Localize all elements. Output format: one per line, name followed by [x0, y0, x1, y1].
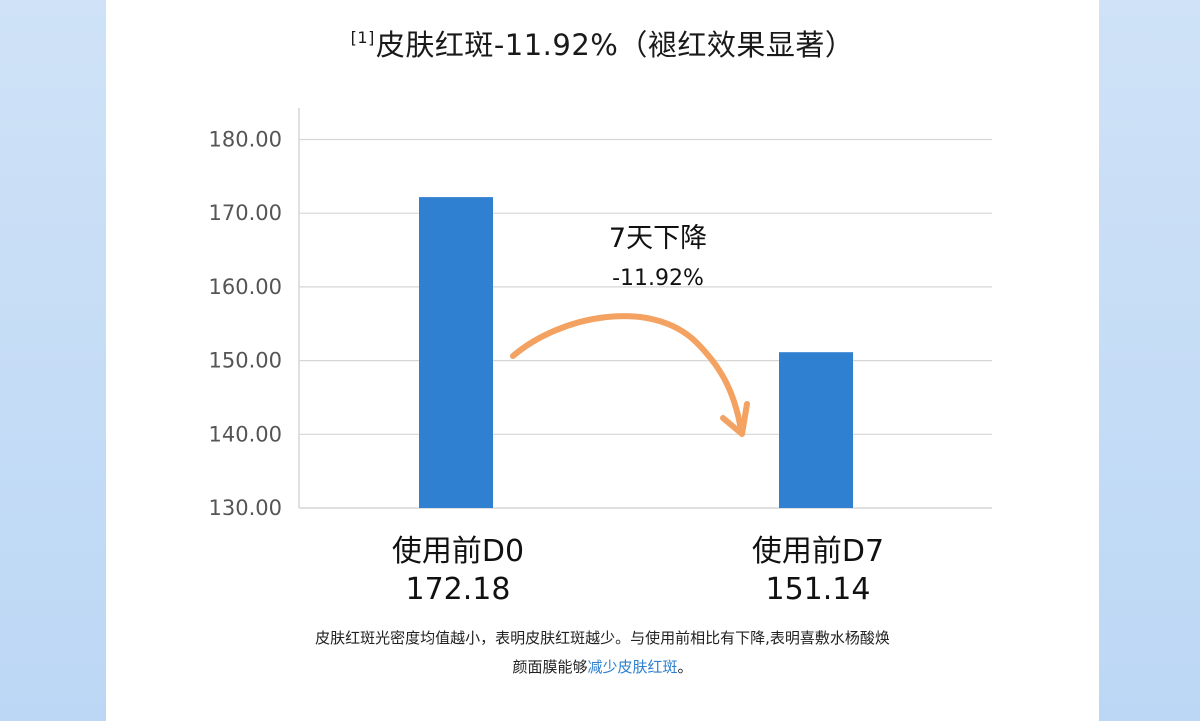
decrease-arrow	[510, 313, 750, 437]
category-name-d0: 使用前D0	[391, 534, 525, 569]
category-name-d7: 使用前D7	[751, 534, 885, 569]
category-label-d7: 使用前D7 151.14	[698, 533, 938, 609]
category-label-d0: 使用前D0 172.18	[338, 533, 578, 609]
decrease-arrow-head	[720, 401, 750, 437]
bar-1	[779, 352, 853, 508]
footnote-line-2: 颜面膜能够减少皮肤红斑。	[106, 653, 1099, 682]
value-label-d7: 151.14	[765, 572, 871, 607]
chart-title: [1]皮肤红斑-11.92%（褪红效果显著）	[106, 22, 1099, 64]
bar-chart: 130.00 140.00 150.00 160.00 170.00 180.00 7天下…	[209, 108, 992, 520]
axis-layer: 130.00 140.00 150.00 160.00 170.00 180.00	[209, 108, 992, 520]
y-tick-label: 140.00	[209, 422, 282, 446]
chart-title-text: 皮肤红斑-11.92%（褪红效果显著）	[375, 28, 855, 62]
decrease-arrow-curve	[510, 313, 744, 433]
value-label-d0: 172.18	[405, 572, 511, 607]
grid-layer	[299, 138, 992, 435]
annotation-decrease-days: 7天下降	[609, 223, 707, 254]
content-panel: [1]皮肤红斑-11.92%（褪红效果显著） 130.00 140.00 150.0…	[106, 0, 1099, 721]
footnote-line-1: 皮肤红斑光密度均值越小，表明皮肤红斑越少。与使用前相比有下降,表明喜敷水杨酸焕	[315, 629, 890, 647]
footnote-highlight: 减少皮肤红斑	[587, 658, 678, 676]
y-tick-label: 180.00	[209, 127, 282, 151]
bar-0	[419, 197, 493, 508]
footnote-line-2-prefix: 颜面膜能够	[512, 658, 588, 676]
footnote-line-2-suffix: 。	[677, 658, 693, 676]
bar-layer	[419, 197, 853, 508]
y-tick-label: 150.00	[209, 349, 282, 373]
y-tick-label: 130.00	[209, 496, 282, 520]
y-tick-label: 170.00	[209, 201, 282, 225]
y-tick-label: 160.00	[209, 275, 282, 299]
reference-marker: [1]	[350, 28, 375, 47]
annotation-decrease-percent: -11.92%	[612, 266, 704, 291]
